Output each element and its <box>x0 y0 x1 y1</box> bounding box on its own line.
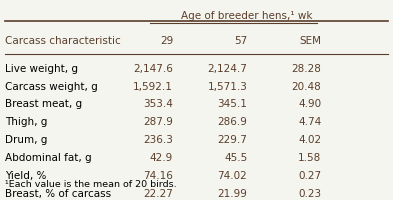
Text: 4.90: 4.90 <box>298 99 321 109</box>
Text: 1,592.1: 1,592.1 <box>133 82 173 92</box>
Text: 345.1: 345.1 <box>217 99 247 109</box>
Text: 353.4: 353.4 <box>143 99 173 109</box>
Text: SEM: SEM <box>299 36 321 46</box>
Text: 29: 29 <box>160 36 173 46</box>
Text: Abdominal fat, g: Abdominal fat, g <box>5 153 92 163</box>
Text: 1,571.3: 1,571.3 <box>208 82 247 92</box>
Text: Carcass weight, g: Carcass weight, g <box>5 82 98 92</box>
Text: Live weight, g: Live weight, g <box>5 64 78 74</box>
Text: 4.02: 4.02 <box>298 135 321 145</box>
Text: 2,147.6: 2,147.6 <box>133 64 173 74</box>
Text: 45.5: 45.5 <box>224 153 247 163</box>
Text: 229.7: 229.7 <box>217 135 247 145</box>
Text: Carcass characteristic: Carcass characteristic <box>5 36 121 46</box>
Text: 74.16: 74.16 <box>143 171 173 181</box>
Text: 0.23: 0.23 <box>298 189 321 199</box>
Text: Yield, %: Yield, % <box>5 171 47 181</box>
Text: ¹Each value is the mean of 20 birds.: ¹Each value is the mean of 20 birds. <box>5 180 177 189</box>
Text: 0.27: 0.27 <box>298 171 321 181</box>
Text: 287.9: 287.9 <box>143 117 173 127</box>
Text: 236.3: 236.3 <box>143 135 173 145</box>
Text: 74.02: 74.02 <box>217 171 247 181</box>
Text: 4.74: 4.74 <box>298 117 321 127</box>
Text: 2,124.7: 2,124.7 <box>208 64 247 74</box>
Text: 286.9: 286.9 <box>217 117 247 127</box>
Text: Drum, g: Drum, g <box>5 135 48 145</box>
Text: Breast meat, g: Breast meat, g <box>5 99 83 109</box>
Text: 57: 57 <box>234 36 247 46</box>
Text: 22.27: 22.27 <box>143 189 173 199</box>
Text: 42.9: 42.9 <box>150 153 173 163</box>
Text: 28.28: 28.28 <box>292 64 321 74</box>
Text: Breast, % of carcass: Breast, % of carcass <box>5 189 112 199</box>
Text: Age of breeder hens,¹ wk: Age of breeder hens,¹ wk <box>182 11 313 21</box>
Text: 20.48: 20.48 <box>292 82 321 92</box>
Text: 21.99: 21.99 <box>217 189 247 199</box>
Text: 1.58: 1.58 <box>298 153 321 163</box>
Text: Thigh, g: Thigh, g <box>5 117 48 127</box>
